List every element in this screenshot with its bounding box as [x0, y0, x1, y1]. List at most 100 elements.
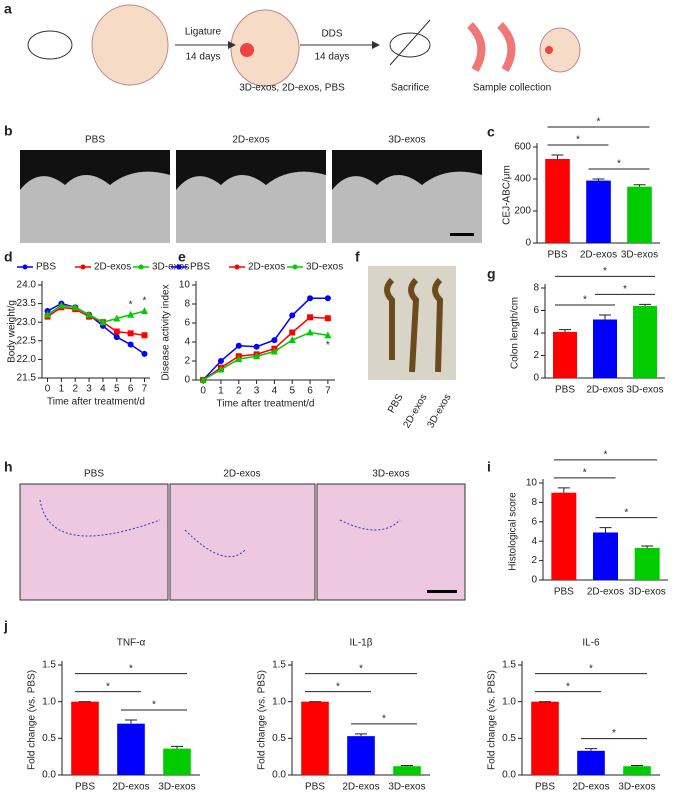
error-bar	[557, 487, 570, 493]
x-tick-label: 1	[218, 386, 224, 397]
x-tick-label: 2D-exos	[587, 587, 624, 598]
y-tick-label: 8	[531, 497, 537, 508]
error-bar	[631, 764, 643, 767]
y-axis-label: Disease activity index	[161, 284, 172, 380]
x-tick-label: PBS	[555, 385, 575, 396]
significance-label: *	[106, 681, 110, 692]
bar	[545, 159, 570, 243]
marker	[71, 303, 79, 311]
significance-label: *	[152, 700, 156, 711]
significance-label: *	[583, 467, 587, 478]
y-tick-label: 21.5	[17, 373, 37, 384]
y-tick-label: 1.0	[42, 696, 56, 707]
x-tick-label: 3	[86, 384, 92, 395]
image-label: PBS	[85, 135, 105, 146]
significance-label: *	[359, 663, 363, 674]
significance-label: *	[576, 135, 580, 146]
significance-label: *	[143, 296, 147, 307]
marker	[44, 310, 52, 318]
image-label: 2D-exos	[223, 469, 260, 480]
significance-label: *	[617, 159, 621, 170]
significance-label: *	[624, 507, 628, 518]
significance-label: *	[623, 284, 627, 295]
marker	[271, 337, 278, 344]
step-label: 14 days	[314, 52, 349, 63]
y-tick-label: 1.5	[42, 660, 56, 671]
x-axis-label: Time after treatment/d	[217, 399, 315, 410]
x-tick-label: 2	[236, 386, 242, 397]
panel-label: j	[3, 618, 8, 634]
y-tick-label: 2	[531, 555, 537, 566]
x-tick-label: 3D-exos	[629, 587, 666, 598]
y-tick-label: 400	[514, 174, 531, 185]
marker	[253, 352, 261, 360]
bar	[593, 319, 617, 378]
error-bar	[355, 733, 367, 737]
marker	[324, 315, 331, 322]
marker	[113, 334, 120, 341]
y-tick-label: 0.0	[272, 770, 286, 781]
legend-marker	[22, 264, 28, 270]
image-label: 3D-exos	[372, 469, 409, 480]
bar	[633, 306, 657, 378]
step-label: Sample collection	[473, 83, 551, 94]
marker	[289, 329, 296, 336]
image-label: 3D-exos	[388, 135, 425, 146]
x-tick-label: PBS	[305, 782, 325, 793]
marker	[306, 328, 314, 336]
chart-title: IL-6	[582, 638, 600, 649]
sample-label: 3D-exos	[425, 392, 453, 430]
marker	[289, 312, 296, 319]
legend-label: 2D-exos	[94, 262, 131, 273]
y-tick-label: 0	[533, 373, 539, 384]
x-tick-label: 3D-exos	[626, 385, 663, 396]
y-tick-label: 6	[533, 305, 539, 316]
panel-label: a	[4, 1, 12, 17]
significance-label: *	[604, 449, 608, 460]
y-tick-label: 0	[531, 575, 537, 586]
y-tick-label: 0.5	[502, 733, 516, 744]
step-label: 14 days	[185, 52, 220, 63]
bar	[627, 186, 652, 243]
bar	[553, 331, 577, 378]
y-tick-label: 23.5	[17, 298, 37, 309]
colon-photo	[368, 266, 456, 380]
y-tick-label: 2	[184, 356, 190, 367]
y-tick-label: 6	[184, 318, 190, 329]
y-axis-label: Fold change (vs. PBS)	[27, 670, 38, 770]
bar	[593, 532, 618, 580]
significance-label: *	[603, 266, 607, 277]
marker	[324, 331, 332, 339]
y-tick-label: 10	[526, 478, 538, 489]
chart-title: TNF-α	[117, 638, 146, 649]
marker	[288, 336, 296, 344]
x-tick-label: 5	[289, 386, 295, 397]
error-bar	[125, 719, 137, 724]
bar	[623, 766, 651, 775]
x-tick-label: 6	[307, 386, 313, 397]
significance-label: *	[589, 663, 593, 674]
legend-label: 3D-exos	[152, 262, 189, 273]
marker	[113, 314, 121, 322]
step-label: Ligature	[185, 27, 222, 38]
x-tick-label: 2D-exos	[572, 782, 609, 793]
marker	[217, 358, 224, 364]
marker	[253, 343, 260, 350]
marker	[140, 307, 148, 315]
marker	[235, 355, 243, 363]
y-tick-label: 22.0	[17, 354, 37, 365]
x-tick-label: PBS	[547, 250, 567, 261]
bar	[577, 750, 605, 775]
y-tick-label: 0.5	[42, 733, 56, 744]
bar	[163, 748, 191, 775]
panel-label: d	[4, 249, 13, 265]
error-bar	[171, 745, 183, 749]
panel-label: b	[4, 123, 13, 139]
marker	[270, 347, 278, 355]
y-tick-label: 8	[184, 299, 190, 310]
error-bar	[599, 527, 612, 533]
micro-ct-images	[20, 150, 482, 243]
panel-label: g	[487, 266, 496, 282]
marker	[99, 318, 107, 326]
marker	[141, 350, 148, 357]
